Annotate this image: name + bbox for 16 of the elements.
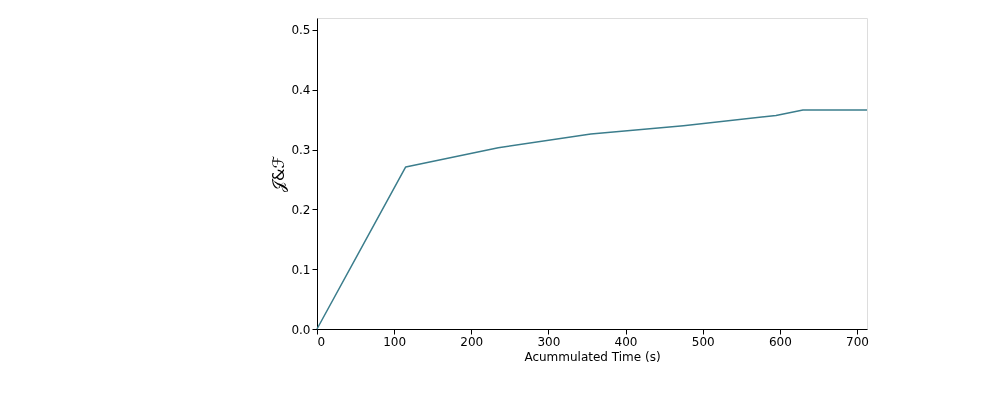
x-tick-label: 200 <box>460 334 484 349</box>
x-tick-label: 700 <box>846 334 869 349</box>
y-tick-label: 0.5 <box>291 23 311 38</box>
x-tick-label: 600 <box>768 334 792 349</box>
x-tick-label: 500 <box>691 334 715 349</box>
y-tick-label: 0.0 <box>291 322 311 337</box>
y-axis-title: 𝒥&ℱ <box>269 155 289 193</box>
y-tick-label: 0.1 <box>291 262 311 277</box>
x-tick-label: 300 <box>537 334 561 349</box>
x-tick-label: 400 <box>614 334 638 349</box>
y-tick-label: 0.2 <box>291 202 311 217</box>
y-tick-label: 0.4 <box>291 83 311 98</box>
x-axis-title: Acummulated Time (s) <box>524 349 661 364</box>
x-tick-label: 100 <box>383 334 407 349</box>
y-tick-label: 0.3 <box>291 143 311 158</box>
x-tick-label: 0 <box>317 334 326 349</box>
